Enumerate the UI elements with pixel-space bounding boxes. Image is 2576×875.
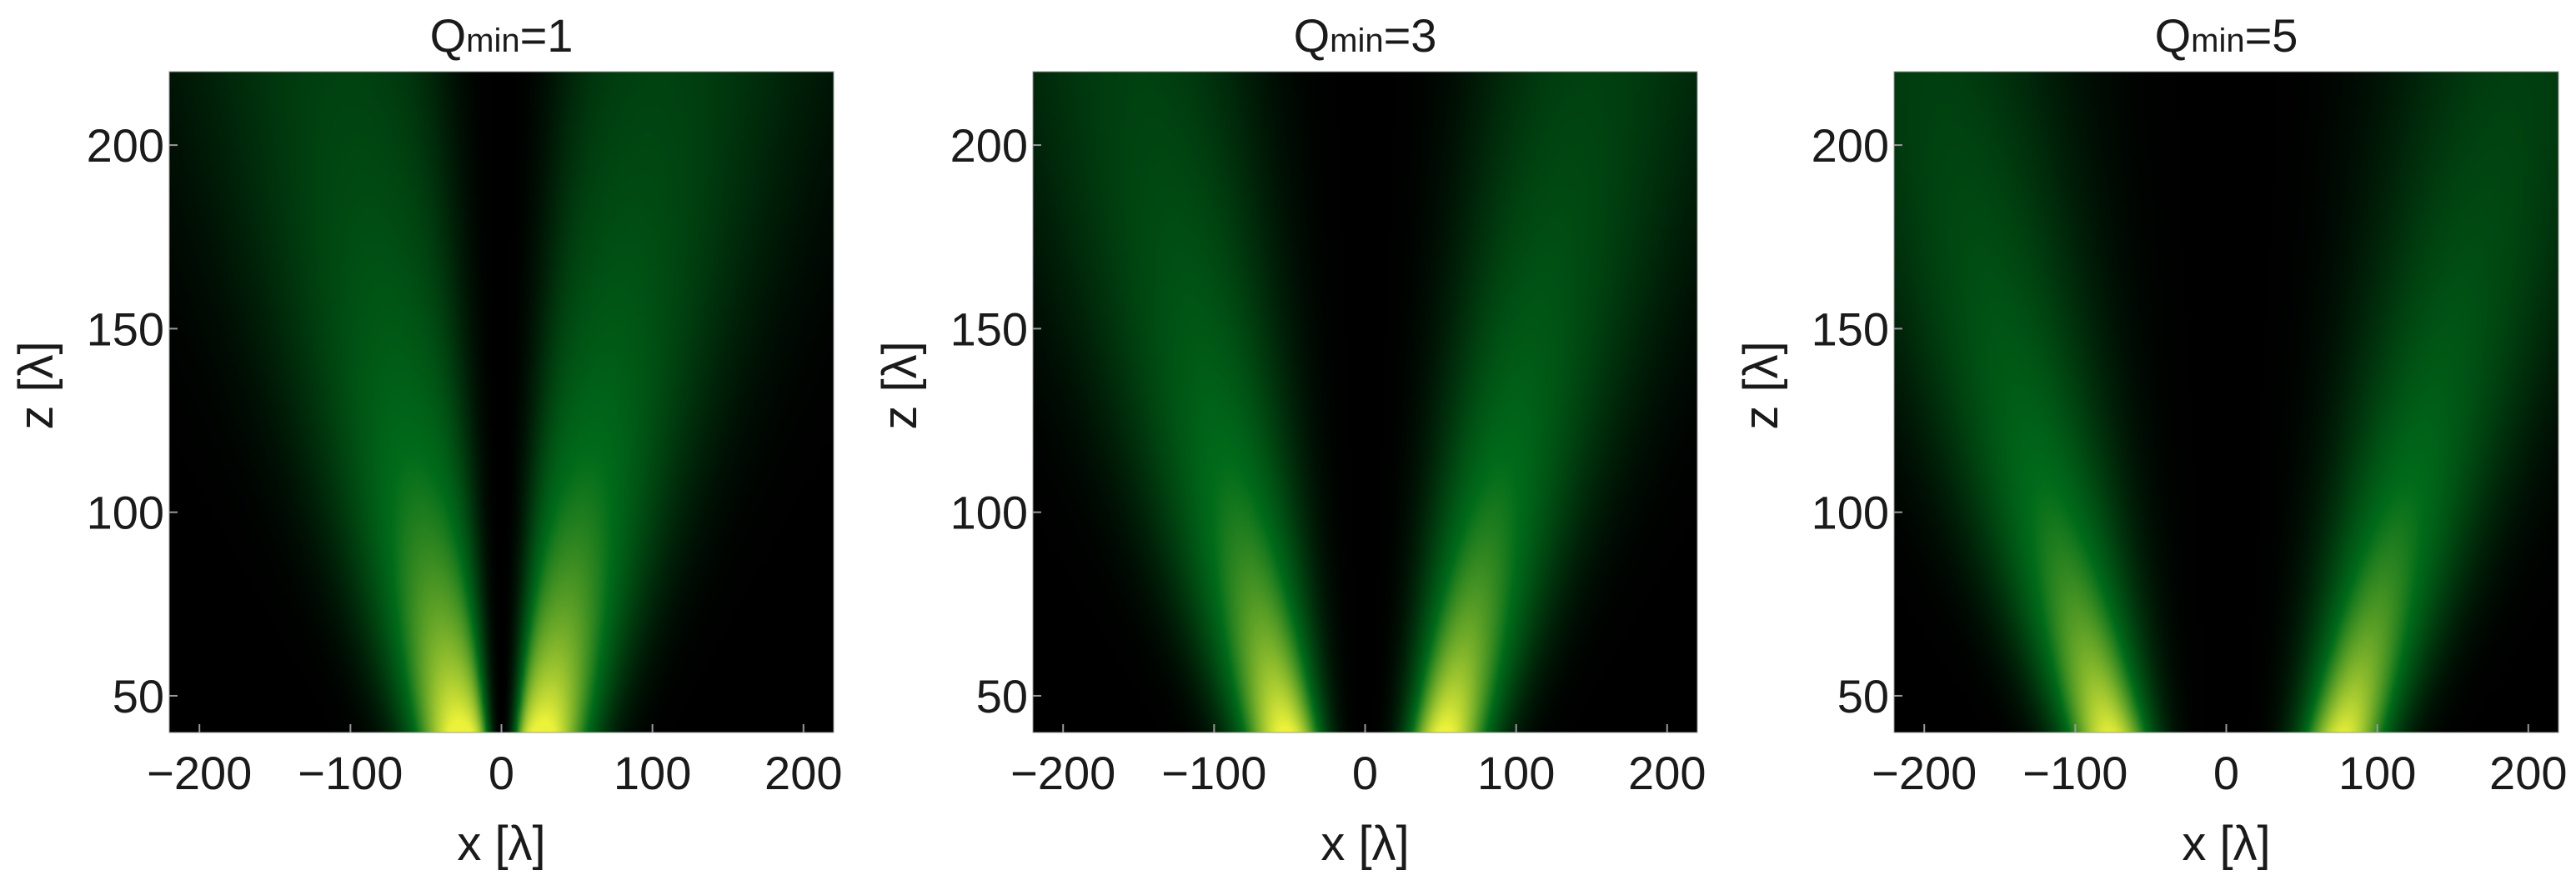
- title-value: =1: [520, 9, 574, 62]
- x-tick-label: −200: [1010, 747, 1115, 799]
- y-tick-label: 50: [113, 670, 164, 722]
- y-tick-label: 150: [87, 302, 164, 355]
- y-tick-label: 200: [950, 119, 1028, 172]
- title-q: Q: [1294, 9, 1331, 62]
- title-value: =5: [2245, 9, 2298, 62]
- y-tick-label: 100: [1812, 487, 1889, 539]
- panel-title: Qmin=5: [2155, 9, 2298, 62]
- title-value: =3: [1384, 9, 1437, 62]
- x-tick-label: −200: [147, 747, 252, 799]
- x-tick-label: 100: [614, 747, 691, 799]
- title-subscript: min: [2191, 22, 2244, 59]
- heatmap-image: [169, 72, 834, 732]
- panel-1: Qmin=1 −200 −100 0 100 200 50 100 150 200 x [λ] z […: [9, 9, 842, 871]
- title-subscript: min: [466, 22, 519, 59]
- x-axis-label: x [λ]: [2182, 817, 2270, 871]
- x-tick-label: 0: [489, 747, 514, 799]
- x-tick-label: −200: [1872, 747, 1977, 799]
- x-tick-label: 0: [2213, 747, 2239, 799]
- panel-2: Qmin=3 −200 −100 0 100 200 50 100 150 200 x [λ] z […: [873, 9, 1706, 871]
- title-subscript: min: [1330, 22, 1383, 59]
- panel-title: Qmin=1: [430, 9, 574, 62]
- x-tick-label: −100: [1161, 747, 1266, 799]
- x-tick-label: 100: [1477, 747, 1555, 799]
- x-tick-label: −100: [298, 747, 403, 799]
- heatmap-image: [1894, 72, 2558, 732]
- y-axis-label: z [λ]: [1734, 341, 1788, 429]
- y-axis-label: z [λ]: [9, 341, 63, 429]
- heatmap-image: [1033, 72, 1697, 732]
- panel-3: Qmin=5 −200 −100 0 100 200 50 100 150 200 x [λ] z […: [1734, 9, 2567, 871]
- y-tick-label: 100: [87, 487, 164, 539]
- panel-title: Qmin=3: [1294, 9, 1437, 62]
- y-tick-label: 50: [1837, 670, 1889, 722]
- x-axis-label: x [λ]: [1321, 817, 1409, 871]
- y-tick-label: 200: [1812, 119, 1889, 172]
- y-tick-label: 50: [976, 670, 1028, 722]
- title-q: Q: [430, 9, 467, 62]
- y-tick-label: 150: [950, 302, 1028, 355]
- x-tick-label: −100: [2022, 747, 2127, 799]
- x-axis-label: x [λ]: [457, 817, 545, 871]
- title-q: Q: [2155, 9, 2192, 62]
- x-tick-label: 100: [2338, 747, 2416, 799]
- y-tick-label: 200: [87, 119, 164, 172]
- x-tick-label: 200: [764, 747, 842, 799]
- y-tick-label: 150: [1812, 302, 1889, 355]
- x-tick-label: 200: [1628, 747, 1706, 799]
- y-axis-label: z [λ]: [873, 341, 927, 429]
- x-tick-label: 200: [2489, 747, 2567, 799]
- y-tick-label: 100: [950, 487, 1028, 539]
- x-tick-label: 0: [1352, 747, 1378, 799]
